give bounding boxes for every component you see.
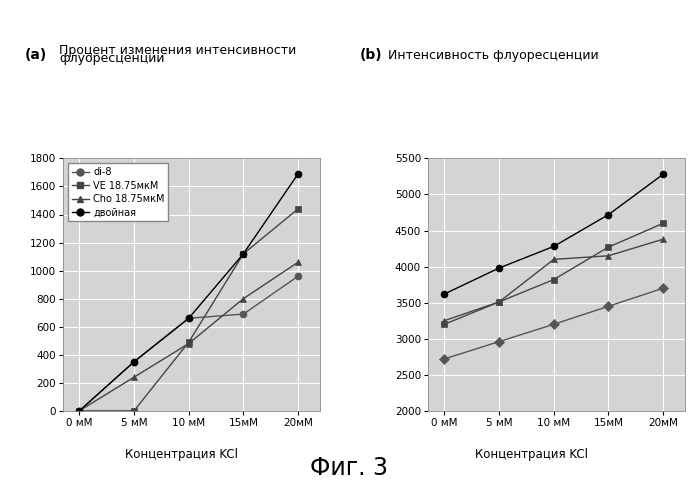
Text: (a): (a) (24, 48, 47, 62)
Text: Интенсивность флуоресценции: Интенсивность флуоресценции (388, 49, 598, 62)
Legend: di-8, VE 18.75мкМ, Cho 18.75мкМ, двойная: di-8, VE 18.75мкМ, Cho 18.75мкМ, двойная (68, 163, 168, 221)
Text: Концентрация KCl: Концентрация KCl (475, 448, 588, 461)
Text: Фиг. 3: Фиг. 3 (310, 456, 389, 480)
Text: Концентрация KCl: Концентрация KCl (125, 448, 238, 461)
Text: флуоресценции: флуоресценции (59, 52, 165, 65)
Text: (b): (b) (360, 48, 382, 62)
Text: Процент изменения интенсивности: Процент изменения интенсивности (59, 44, 296, 57)
